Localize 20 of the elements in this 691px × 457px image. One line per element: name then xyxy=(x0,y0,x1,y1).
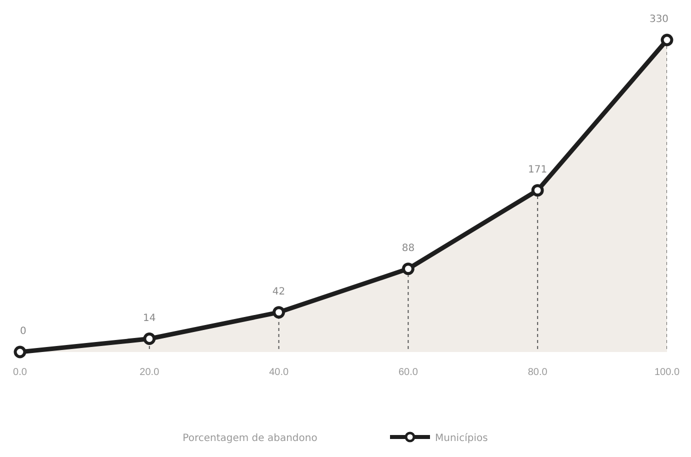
data-label: 42 xyxy=(272,286,286,298)
x-tick-label: 60.0 xyxy=(398,367,418,378)
x-tick-label: 100.0 xyxy=(654,367,680,378)
data-label: 88 xyxy=(402,242,415,254)
legend-label: Municípios xyxy=(435,433,488,444)
point xyxy=(272,306,286,318)
point xyxy=(531,184,544,197)
x-tick-label: 20.0 xyxy=(140,367,160,378)
point xyxy=(402,262,414,276)
x-tick-label: 80.0 xyxy=(528,367,548,378)
x-tick-label: 40.0 xyxy=(269,367,289,378)
point xyxy=(14,346,26,358)
point xyxy=(143,332,156,345)
data-label: 14 xyxy=(143,312,156,324)
data-label: 0 xyxy=(20,326,26,337)
text: Porcentagem de abandono xyxy=(182,433,318,444)
point xyxy=(660,34,674,46)
x-tick-label: 0.0 xyxy=(13,367,28,378)
data-label: 330 xyxy=(649,14,669,25)
data-label: 171 xyxy=(528,164,548,176)
